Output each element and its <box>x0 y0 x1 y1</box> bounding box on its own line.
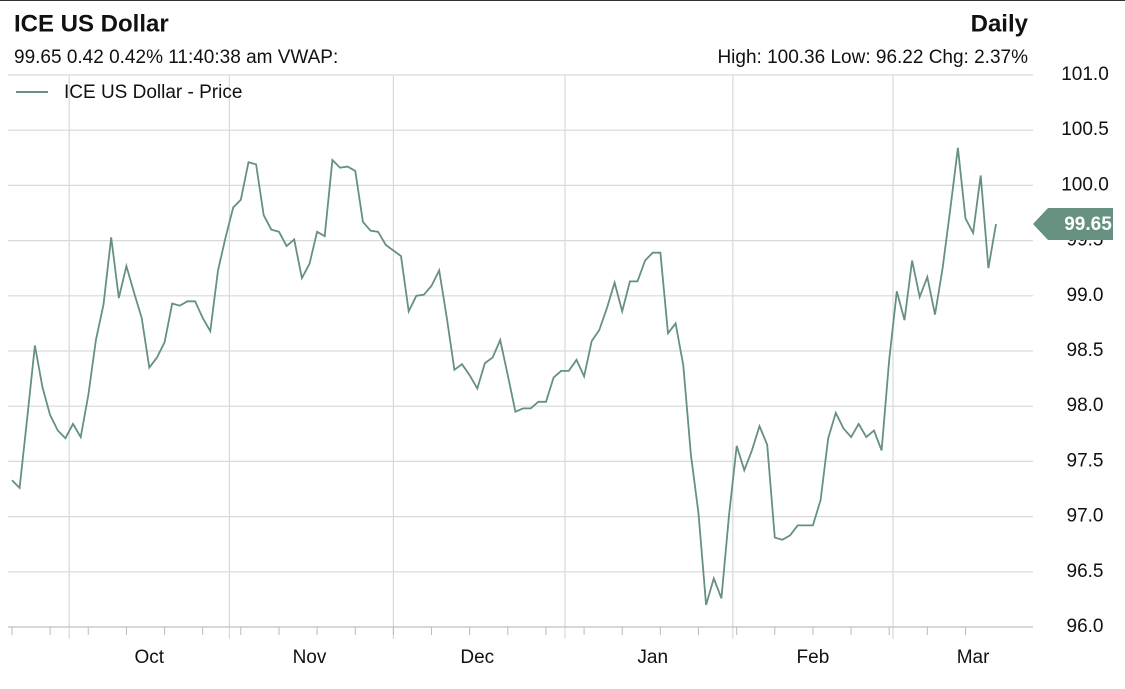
quote-line: 99.65 0.42 0.42% 11:40:38 am VWAP: <box>14 47 338 68</box>
y-tick-label: 99.0 <box>1067 285 1104 306</box>
x-tick-label: Oct <box>135 647 165 668</box>
x-tick-label: Dec <box>460 647 494 668</box>
y-tick-label: 96.5 <box>1067 561 1104 582</box>
chart-title: ICE US Dollar <box>14 10 169 37</box>
x-tick-label: Jan <box>637 647 668 668</box>
x-tick-label: Feb <box>797 647 830 668</box>
legend-label: ICE US Dollar - Price <box>64 82 242 103</box>
period: Daily <box>971 10 1029 37</box>
y-tick-label: 98.0 <box>1067 395 1104 416</box>
y-tick-label: 96.0 <box>1067 616 1104 637</box>
y-tick-label: 100.0 <box>1061 174 1109 195</box>
last-value-callout <box>1033 208 1113 241</box>
y-tick-label: 97.0 <box>1067 506 1104 527</box>
y-tick-label: 100.5 <box>1061 119 1109 140</box>
price-line <box>11 147 997 606</box>
stats-line: High: 100.36 Low: 96.22 Chg: 2.37% <box>717 47 1028 68</box>
y-tick-label: 97.5 <box>1067 450 1104 471</box>
last-value-label: 99.65 <box>1064 214 1112 235</box>
x-tick-label: Nov <box>293 647 327 668</box>
y-tick-label: 101.0 <box>1061 64 1109 85</box>
y-tick-label: 98.5 <box>1067 340 1104 361</box>
x-tick-label: Mar <box>957 647 990 668</box>
